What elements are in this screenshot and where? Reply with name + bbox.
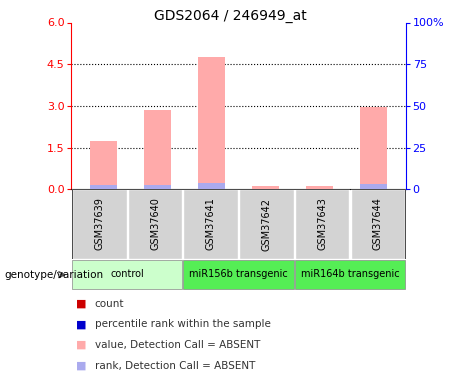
Text: count: count [95, 299, 124, 309]
Bar [72, 189, 127, 259]
Bar [144, 110, 171, 189]
Bar [295, 260, 405, 289]
Bar [306, 186, 333, 189]
Text: ■: ■ [76, 299, 87, 309]
Text: control: control [110, 269, 144, 279]
Text: genotype/variation: genotype/variation [5, 270, 104, 280]
Bar [128, 189, 182, 259]
Text: GSM37642: GSM37642 [261, 198, 272, 250]
Text: GDS2064 / 246949_at: GDS2064 / 246949_at [154, 9, 307, 23]
Text: rank, Detection Call = ABSENT: rank, Detection Call = ABSENT [95, 361, 255, 370]
Text: GSM37640: GSM37640 [150, 198, 160, 250]
Text: miR164b transgenic: miR164b transgenic [301, 269, 399, 279]
Bar [360, 107, 387, 189]
Bar [198, 57, 225, 189]
Text: GSM37644: GSM37644 [373, 198, 383, 250]
Text: GSM37641: GSM37641 [206, 198, 216, 250]
Text: ■: ■ [76, 361, 87, 370]
Bar [72, 260, 182, 289]
Bar [239, 189, 294, 259]
Text: value, Detection Call = ABSENT: value, Detection Call = ABSENT [95, 340, 260, 350]
Text: GSM37643: GSM37643 [317, 198, 327, 250]
Bar [350, 189, 405, 259]
Bar [90, 141, 117, 189]
Text: ■: ■ [76, 340, 87, 350]
Bar [295, 189, 349, 259]
Bar [183, 260, 294, 289]
Text: ■: ■ [76, 320, 87, 329]
Text: percentile rank within the sample: percentile rank within the sample [95, 320, 271, 329]
Bar [198, 183, 225, 189]
Bar [144, 186, 171, 189]
Bar [183, 189, 238, 259]
Bar [90, 186, 117, 189]
Text: GSM37639: GSM37639 [95, 198, 104, 250]
Bar [252, 186, 279, 189]
Text: miR156b transgenic: miR156b transgenic [189, 269, 288, 279]
Bar [360, 184, 387, 189]
